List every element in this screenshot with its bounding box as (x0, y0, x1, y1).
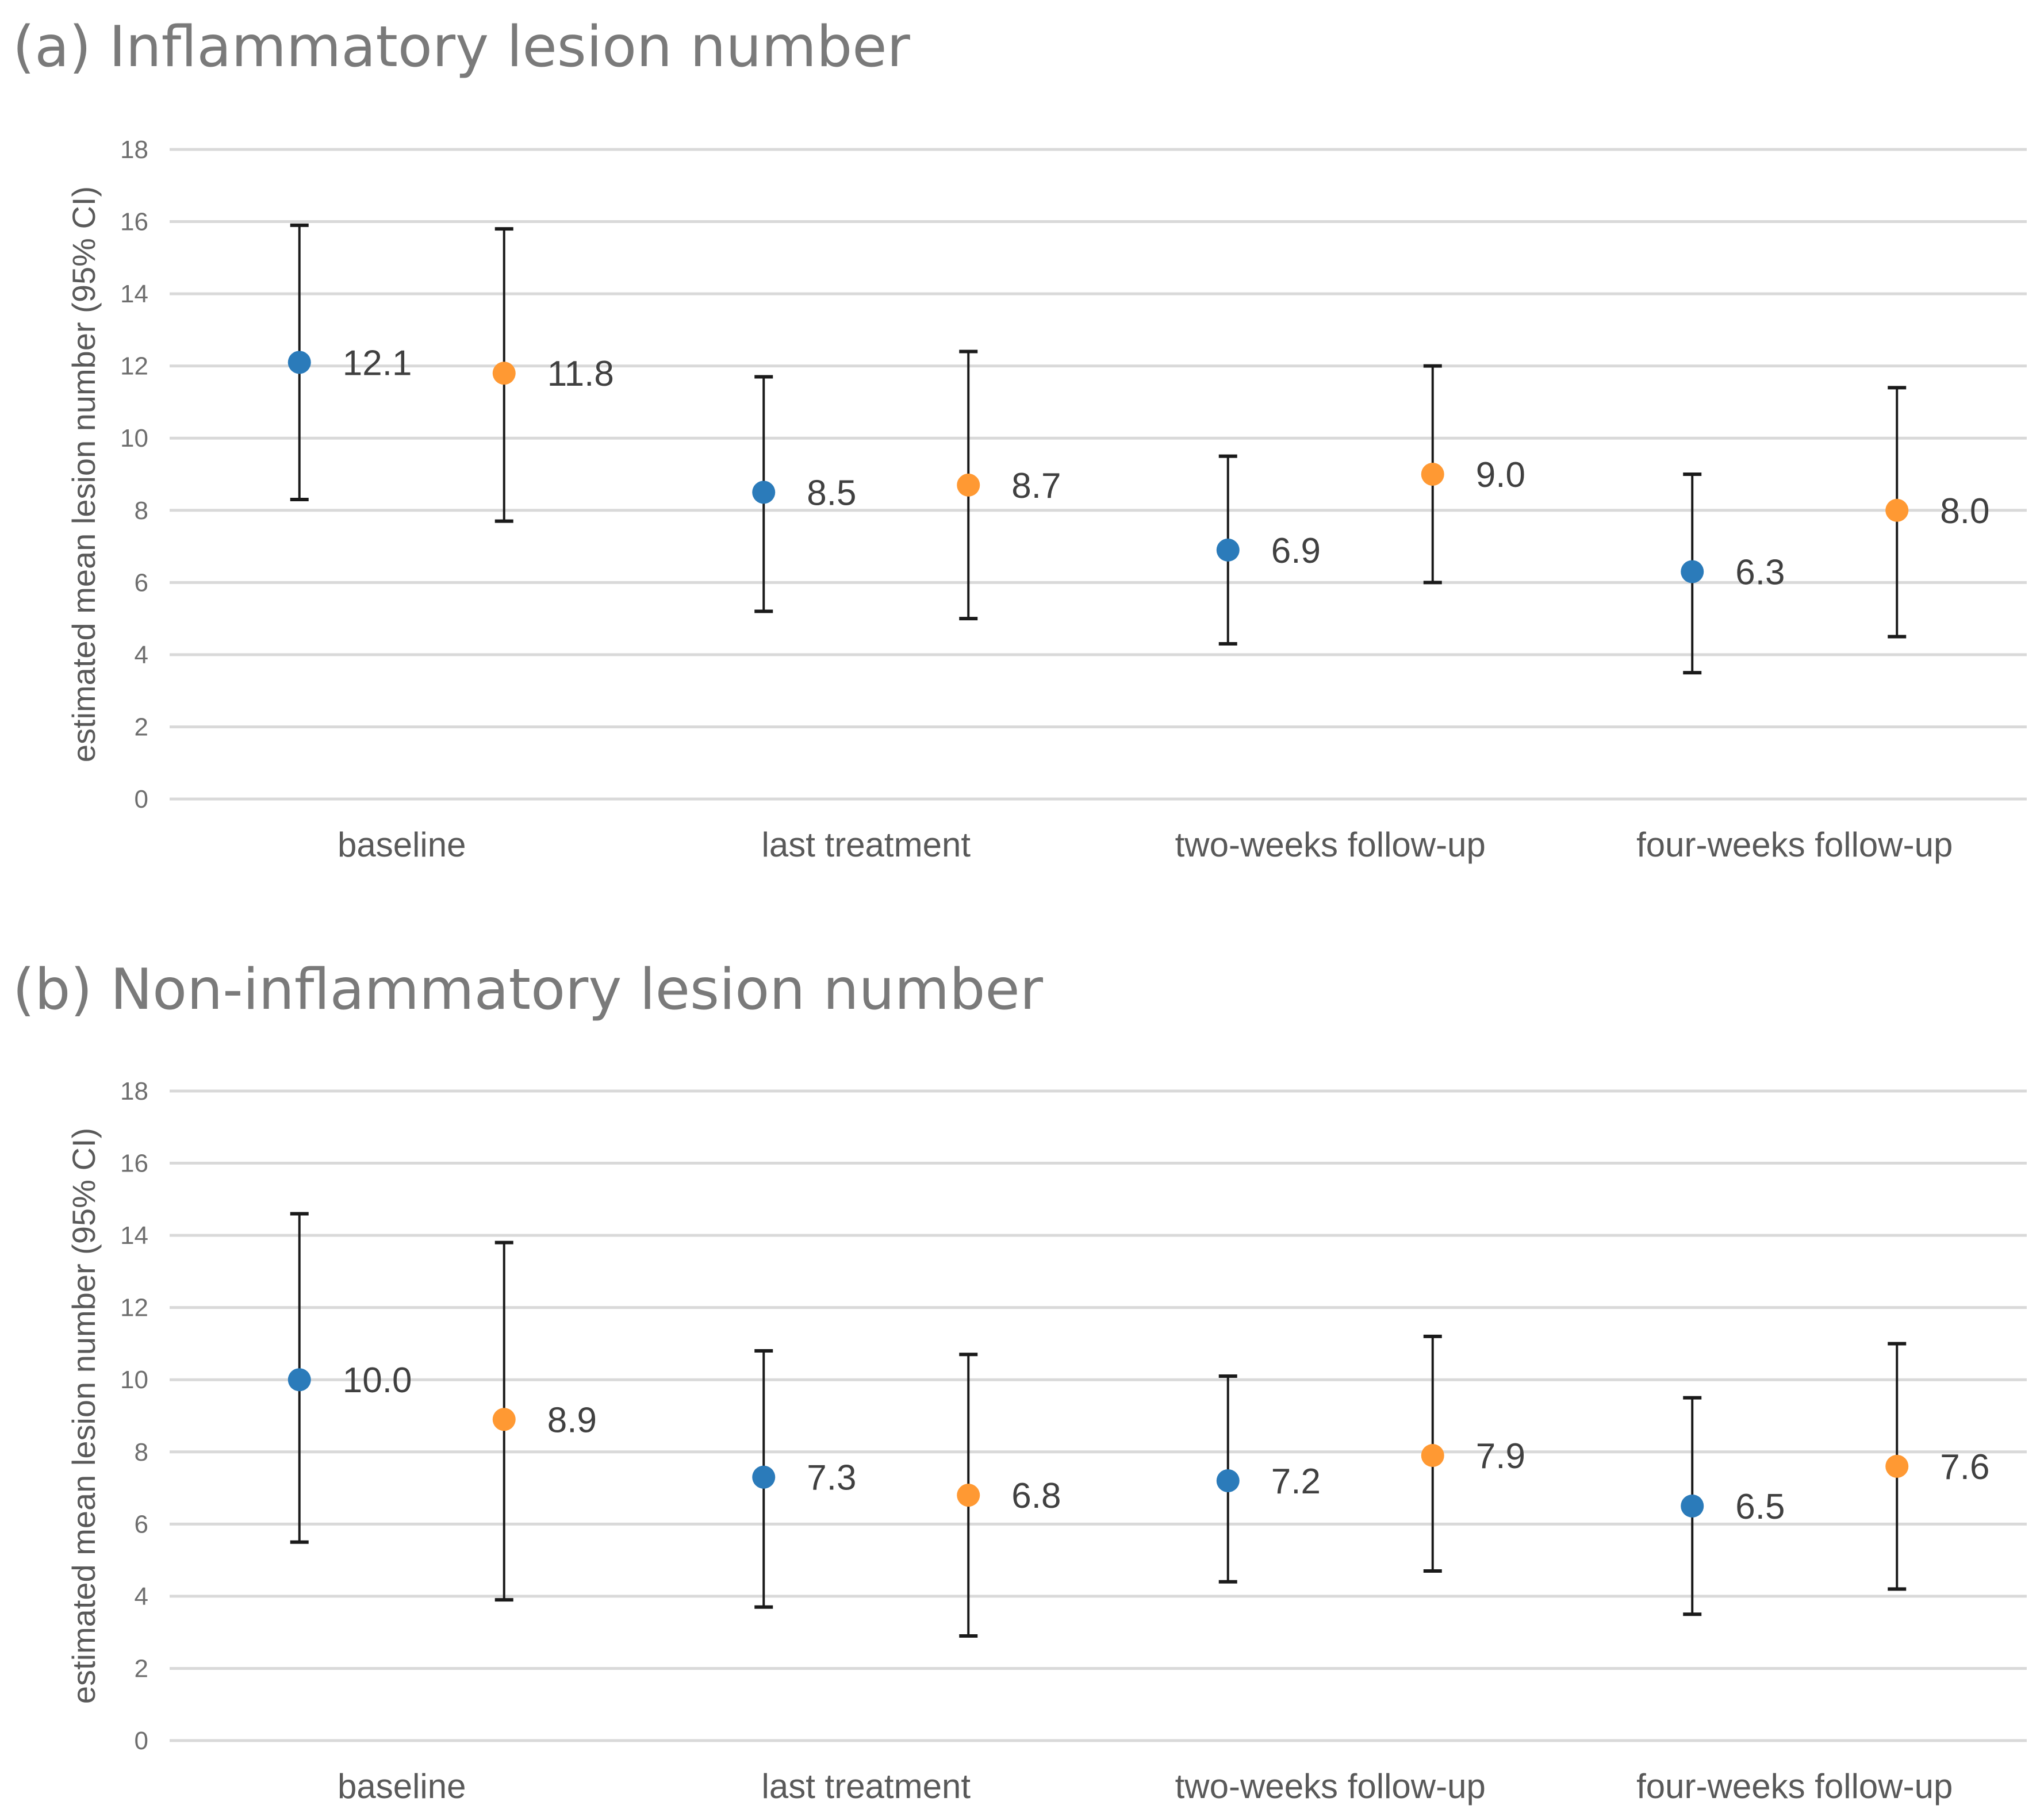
data-point (492, 1408, 516, 1431)
x-category-label: two-weeks follow-up (1175, 825, 1486, 864)
x-category-label: baseline (338, 825, 466, 864)
chart-panel-1: (b) Non-inflammatory lesion number 0 2 4 6 8 1… (13, 957, 2027, 1806)
data-point (752, 1465, 776, 1489)
data-point (1681, 560, 1704, 583)
y-tick-label: 18 (120, 136, 148, 164)
data-label: 6.8 (1011, 1476, 1061, 1516)
x-category-label: two-weeks follow-up (1175, 1767, 1486, 1806)
data-label: 9.0 (1476, 455, 1525, 495)
data-label: 8.9 (547, 1400, 597, 1440)
x-category-label: baseline (338, 1767, 466, 1806)
data-label: 6.9 (1271, 531, 1321, 571)
data-point (492, 362, 516, 385)
x-category-label: last treatment (762, 1767, 971, 1806)
y-tick-label: 18 (120, 1077, 148, 1105)
data-label: 7.3 (807, 1458, 856, 1498)
chart-title: (a) Inflammatory lesion number (13, 14, 910, 80)
data-label: 7.6 (1940, 1447, 1989, 1487)
y-tick-label: 10 (120, 1366, 148, 1394)
y-tick-label: 12 (120, 1294, 148, 1322)
y-tick-label: 2 (135, 1654, 148, 1683)
series-1: 11.8 8.7 9.0 8.0 (492, 227, 1989, 639)
y-tick-label: 0 (135, 785, 148, 813)
data-point (287, 1368, 311, 1392)
x-category-label: four-weeks follow-up (1636, 825, 1953, 864)
y-axis-title: estimated mean lesion number (95% CI) (66, 1128, 102, 1704)
data-point (1885, 498, 1909, 522)
x-category-label: four-weeks follow-up (1636, 1767, 1953, 1806)
y-tick-label: 0 (135, 1727, 148, 1755)
data-point (1421, 1444, 1444, 1468)
y-tick-label: 6 (135, 1510, 148, 1538)
data-point (957, 473, 980, 497)
y-tick-label: 2 (135, 713, 148, 741)
y-tick-label: 8 (135, 497, 148, 525)
data-label: 8.5 (807, 473, 856, 513)
chart-title: (b) Non-inflammatory lesion number (13, 957, 1044, 1023)
y-tick-label: 8 (135, 1438, 148, 1466)
y-tick-label: 4 (135, 641, 148, 669)
y-tick-label: 14 (120, 280, 148, 308)
chart-panel-0: (a) Inflammatory lesion number 0 2 4 6 8 10 12 1… (13, 14, 2027, 864)
data-label: 12.1 (343, 343, 412, 383)
series-0: 12.1 8.5 6.9 6.3 (287, 223, 1785, 675)
x-category-label: last treatment (762, 825, 971, 864)
data-point (1421, 463, 1444, 486)
data-point (957, 1484, 980, 1507)
series-1: 8.9 6.8 7.9 7.6 (492, 1240, 1989, 1638)
data-point (1681, 1494, 1704, 1518)
y-tick-label: 12 (120, 352, 148, 381)
y-tick-label: 16 (120, 1150, 148, 1178)
y-tick-label: 10 (120, 424, 148, 452)
data-label: 7.9 (1476, 1436, 1525, 1476)
data-label: 6.5 (1735, 1487, 1785, 1527)
data-label: 11.8 (547, 354, 614, 394)
y-tick-label: 6 (135, 569, 148, 597)
data-point (752, 481, 776, 504)
data-label: 8.7 (1011, 466, 1061, 506)
y-axis-title: estimated mean lesion number (95% CI) (66, 186, 102, 762)
data-point (287, 351, 311, 374)
series-0: 10.0 7.3 7.2 6.5 (287, 1212, 1785, 1616)
y-tick-label: 14 (120, 1222, 148, 1250)
data-label: 6.3 (1735, 553, 1785, 593)
data-point (1216, 538, 1240, 562)
y-tick-label: 16 (120, 208, 148, 236)
data-point (1885, 1454, 1909, 1478)
data-label: 10.0 (343, 1361, 412, 1400)
data-label: 7.2 (1271, 1462, 1321, 1501)
data-label: 8.0 (1940, 491, 1989, 531)
y-tick-label: 4 (135, 1582, 148, 1611)
data-point (1216, 1469, 1240, 1492)
